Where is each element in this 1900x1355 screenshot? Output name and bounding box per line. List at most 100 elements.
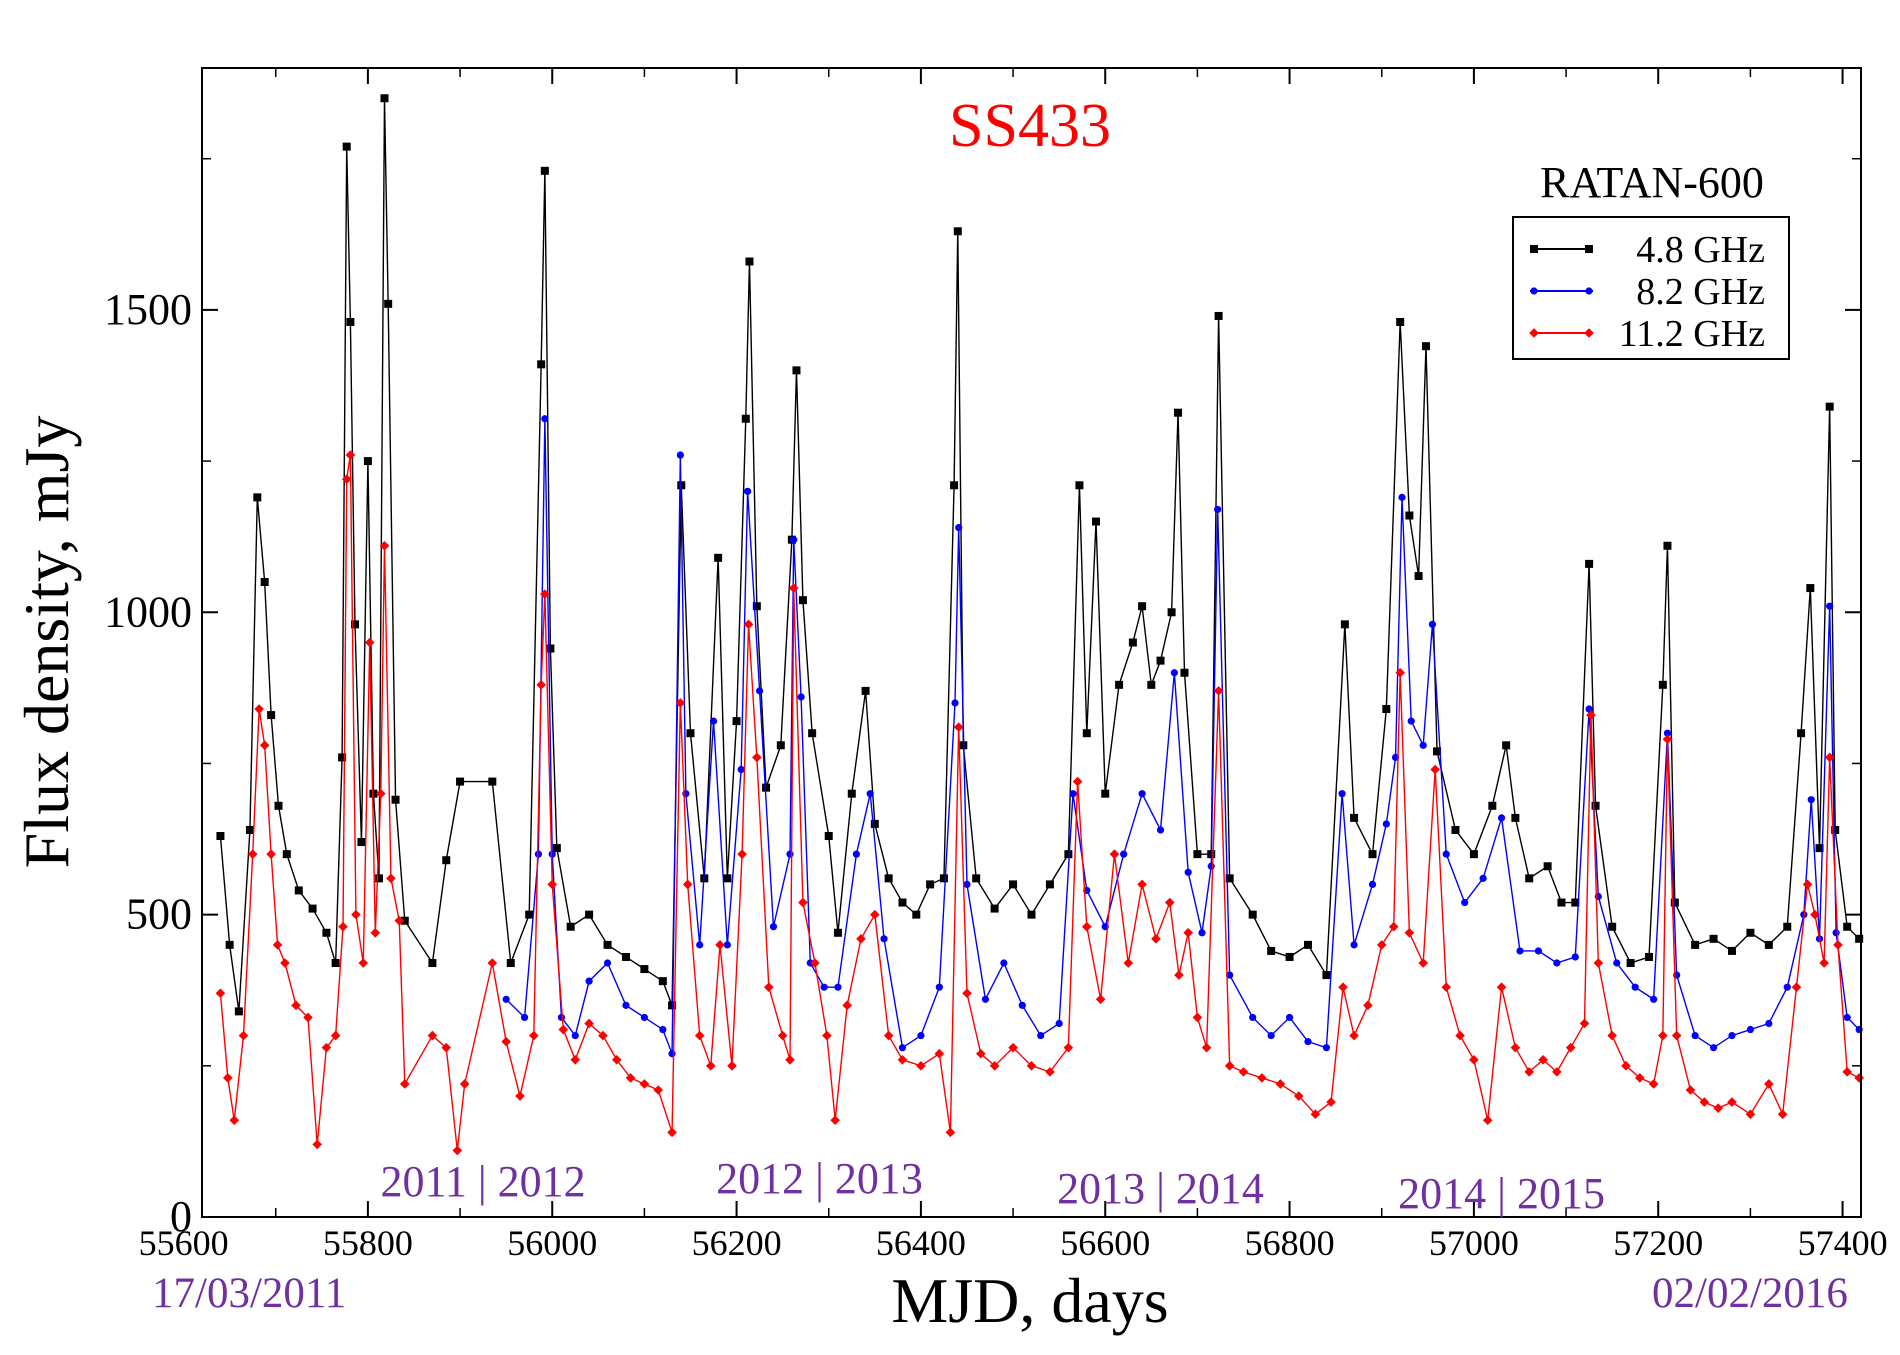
series-11-2-ghz <box>215 450 1864 1156</box>
data-point-8-2-ghz <box>585 977 593 985</box>
data-point-11-2-ghz <box>1854 1073 1864 1083</box>
data-point-4-8-ghz <box>714 553 723 562</box>
data-point-8-2-ghz <box>1461 898 1469 907</box>
data-point-4-8-ghz <box>308 904 317 913</box>
data-point-4-8-ghz <box>338 753 347 762</box>
data-point-11-2-ghz <box>743 619 754 630</box>
season-label: 2012 | 2013 <box>716 1154 923 1203</box>
season-label: 2014 | 2015 <box>1398 1169 1605 1218</box>
data-point-4-8-ghz <box>1138 602 1147 611</box>
data-point-4-8-ghz <box>1009 880 1018 889</box>
data-point-4-8-ghz <box>1451 825 1460 834</box>
data-point-8-2-ghz <box>696 941 704 949</box>
data-point-4-8-ghz <box>1174 408 1183 417</box>
data-point-4-8-ghz <box>267 711 276 720</box>
data-point-4-8-ghz <box>374 874 383 883</box>
data-point-11-2-ghz <box>399 1079 410 1089</box>
data-point-8-2-ghz <box>571 1031 579 1040</box>
data-point-8-2-ghz <box>963 880 971 888</box>
data-point-11-2-ghz <box>1524 1067 1534 1077</box>
data-point-11-2-ghz <box>1183 927 1193 938</box>
data-point-11-2-ghz <box>1201 1042 1212 1053</box>
data-point-8-2-ghz <box>1428 620 1437 628</box>
legend-marker-4-8-ghz <box>1530 245 1538 253</box>
data-point-11-2-ghz <box>1404 927 1415 938</box>
data-point-8-2-ghz <box>659 1025 667 1034</box>
data-point-11-2-ghz <box>1338 982 1348 992</box>
data-point-11-2-ghz <box>1455 1030 1465 1041</box>
data-point-11-2-ghz <box>675 698 686 708</box>
data-point-4-8-ghz <box>1193 850 1202 859</box>
data-point-8-2-ghz <box>935 983 943 991</box>
x-tick-label: 55800 <box>323 1223 413 1263</box>
data-point-8-2-ghz <box>1516 947 1524 955</box>
data-point-11-2-ghz <box>1810 909 1820 920</box>
data-point-11-2-ghz <box>229 1115 240 1126</box>
data-point-8-2-ghz <box>1037 1031 1045 1040</box>
data-point-4-8-ghz <box>1658 680 1667 689</box>
data-point-8-2-ghz <box>797 693 805 701</box>
data-point-11-2-ghz <box>1552 1067 1562 1077</box>
data-point-8-2-ghz <box>769 923 778 931</box>
data-point-8-2-ghz <box>1069 790 1077 798</box>
data-point-4-8-ghz <box>1591 801 1600 810</box>
data-point-11-2-ghz <box>1441 982 1452 992</box>
data-point-8-2-ghz <box>1497 814 1506 822</box>
y-tick-label: 0 <box>170 1192 192 1241</box>
data-point-11-2-ghz <box>1777 1109 1788 1119</box>
data-point-4-8-ghz <box>525 910 534 919</box>
data-point-8-2-ghz <box>1843 1013 1851 1022</box>
data-point-11-2-ghz <box>1109 849 1120 859</box>
data-point-11-2-ghz <box>540 589 550 599</box>
data-point-11-2-ghz <box>1123 958 1134 968</box>
data-point-4-8-ghz <box>546 644 555 653</box>
legend-label-11-2-ghz: 11.2 GHz <box>1619 313 1765 355</box>
data-point-11-2-ghz <box>487 958 498 968</box>
data-point-11-2-ghz <box>934 1048 945 1059</box>
data-point-4-8-ghz <box>861 686 870 695</box>
data-point-11-2-ghz <box>1151 934 1161 944</box>
data-point-11-2-ghz <box>653 1085 664 1095</box>
data-point-11-2-ghz <box>1819 958 1829 968</box>
data-point-4-8-ghz <box>274 801 283 810</box>
data-point-4-8-ghz <box>990 904 999 913</box>
data-point-8-2-ghz <box>1407 717 1415 725</box>
data-point-11-2-ghz <box>764 982 774 992</box>
data-point-4-8-ghz <box>342 142 351 151</box>
data-point-4-8-ghz <box>1322 971 1331 980</box>
data-point-4-8-ghz <box>1525 874 1534 883</box>
data-point-11-2-ghz <box>785 1054 795 1065</box>
data-point-4-8-ghz <box>1806 584 1815 593</box>
data-point-11-2-ghz <box>379 540 390 551</box>
data-point-11-2-ghz <box>529 1030 539 1041</box>
data-point-8-2-ghz <box>603 959 612 967</box>
data-point-8-2-ghz <box>502 995 510 1003</box>
y-tick-label: 1000 <box>104 587 192 636</box>
data-point-11-2-ghz <box>459 1079 470 1089</box>
data-point-11-2-ghz <box>1791 982 1802 992</box>
data-point-11-2-ghz <box>1026 1061 1037 1071</box>
data-point-11-2-ghz <box>989 1061 1000 1071</box>
data-point-11-2-ghz <box>570 1054 581 1065</box>
data-point-11-2-ghz <box>238 1030 249 1041</box>
data-point-8-2-ghz <box>1055 1019 1063 1028</box>
data-point-4-8-ghz <box>1267 946 1276 955</box>
data-point-11-2-ghz <box>376 788 386 799</box>
data-point-11-2-ghz <box>1658 1030 1668 1041</box>
data-point-11-2-ghz <box>370 927 381 938</box>
data-point-4-8-ghz <box>1488 801 1497 810</box>
data-point-11-2-ghz <box>737 849 747 859</box>
data-point-4-8-ghz <box>1469 850 1478 859</box>
data-point-4-8-ghz <box>898 898 907 907</box>
data-point-4-8-ghz <box>776 741 785 750</box>
data-point-11-2-ghz <box>705 1061 716 1071</box>
data-point-4-8-ghz <box>428 959 437 968</box>
legend-marker-11-2-ghz <box>1529 328 1539 338</box>
data-point-11-2-ghz <box>272 940 283 950</box>
data-point-8-2-ghz <box>1728 1031 1736 1040</box>
data-point-8-2-ghz <box>557 1013 566 1022</box>
data-point-11-2-ghz <box>1593 958 1604 968</box>
data-point-4-8-ghz <box>640 965 649 974</box>
data-point-11-2-ghz <box>338 921 348 932</box>
